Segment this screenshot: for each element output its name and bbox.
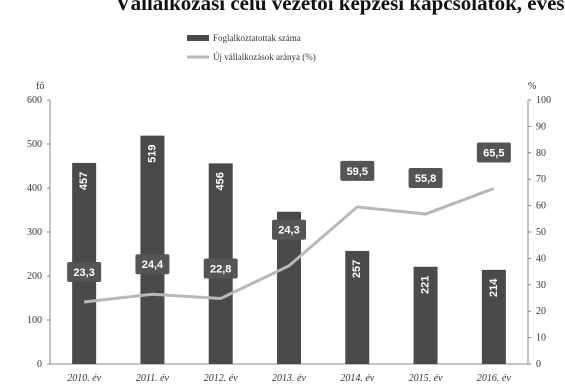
right-tick-label: 50	[536, 227, 546, 238]
bar	[140, 135, 165, 364]
right-tick-label: 0	[536, 359, 541, 370]
line-path	[83, 187, 495, 304]
legend-bar-swatch	[187, 35, 209, 41]
line-value-label: 55,8	[415, 173, 436, 185]
left-axis-unit: fő	[36, 81, 44, 92]
right-tick-label: 80	[536, 148, 546, 159]
legend-bar-label: Foglalkoztatottak száma	[213, 33, 301, 43]
left-tick-label: 200	[27, 271, 42, 282]
legend-line-label: Új vállalkozások aránya (%)	[213, 52, 316, 62]
axes: 0 100 200 300 400 500 600 0 10 20 30 40 50 60 70 80 90 10…	[27, 95, 551, 370]
line-series	[83, 187, 495, 304]
line-label-box	[476, 142, 511, 163]
category-label: 2011. év	[136, 373, 170, 384]
line-label-box	[67, 261, 102, 282]
category-labels: 2010. év 2011. év 2012. év 2013. év 2014. év…	[67, 373, 511, 384]
line-label-box	[340, 160, 375, 181]
right-tick-label: 60	[536, 201, 546, 212]
line-value-label: 65,5	[483, 147, 504, 159]
bar	[413, 266, 438, 364]
left-tick-label: 0	[37, 359, 42, 370]
line-value-label: 24,4	[142, 259, 164, 271]
bar	[481, 269, 506, 364]
right-tick-label: 30	[536, 280, 546, 291]
bar-value-label: 457	[78, 172, 90, 190]
category-label: 2013. év	[272, 373, 306, 384]
bar-value-label: 221	[419, 276, 431, 294]
category-label: 2012. év	[204, 373, 238, 384]
bar	[345, 250, 370, 364]
bar-value-label: 214	[488, 278, 500, 297]
data-labels: 45751945634625722121423,324,422,824,359,…	[67, 142, 511, 297]
left-tick-label: 600	[27, 95, 42, 106]
bar-value-label: 257	[351, 260, 363, 278]
bar-value-label: 519	[146, 144, 158, 162]
line-label-box	[408, 168, 443, 189]
legend: Foglalkoztatottak száma Új vállalkozások…	[187, 33, 316, 62]
right-axis-unit: %	[528, 81, 536, 92]
right-tick-label: 40	[536, 253, 546, 264]
line-label-box	[272, 219, 306, 240]
category-label: 2010. év	[67, 373, 101, 384]
left-tick-label: 500	[27, 139, 42, 150]
line-value-label: 59,5	[347, 166, 368, 178]
category-label: 2015. év	[409, 373, 443, 384]
right-tick-label: 100	[536, 95, 551, 106]
category-label: 2014. év	[340, 373, 374, 384]
line-value-label: 23,3	[73, 267, 94, 279]
chart-title: Vállalkozási célú vezetői képzési kapcso…	[115, 0, 564, 15]
right-tick-label: 70	[536, 174, 546, 185]
category-label: 2016. év	[477, 373, 511, 384]
line-label-box	[135, 254, 170, 275]
bar-value-label: 456	[215, 172, 227, 190]
line-value-label: 24,3	[278, 225, 299, 237]
left-tick-label: 300	[27, 227, 42, 238]
line-value-label: 22,8	[210, 263, 231, 275]
line-label-box	[203, 258, 238, 279]
left-tick-label: 100	[27, 315, 42, 326]
right-tick-label: 10	[536, 333, 546, 344]
right-tick-label: 90	[536, 121, 546, 132]
left-tick-label: 400	[27, 183, 42, 194]
right-tick-label: 20	[536, 306, 546, 317]
